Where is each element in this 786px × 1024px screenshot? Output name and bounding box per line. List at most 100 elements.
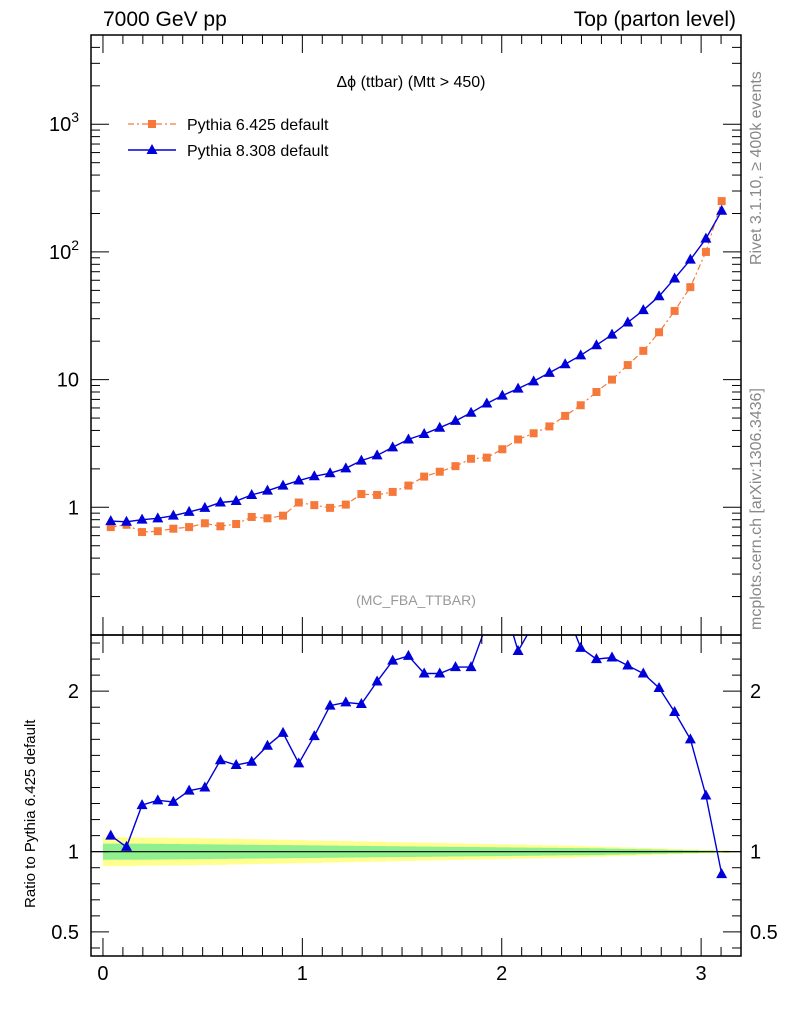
data-point-pythia6: [232, 520, 241, 529]
ratio-line-pythia8: [110, 635, 723, 875]
ratio-point-pythia8: [465, 661, 477, 672]
data-point-pythia6: [279, 511, 288, 520]
analysis-annotation: (MC_FBA_TTBAR): [356, 592, 476, 608]
data-point-pythia8: [684, 253, 696, 264]
main-ticks: [91, 34, 741, 636]
data-point-pythia8: [637, 304, 649, 315]
legend-entry-pythia8: Pythia 8.308 default: [128, 143, 329, 160]
data-point-pythia6: [435, 467, 444, 476]
data-point-pythia6: [639, 346, 648, 355]
ratio-plot-frame: [90, 634, 742, 957]
data-point-pythia8: [120, 515, 132, 526]
ratio-point-pythia8: [497, 592, 508, 602]
ratio-point-pythia8: [340, 696, 352, 707]
data-point-pythia6: [623, 361, 632, 370]
data-point-pythia6: [326, 503, 335, 512]
legend-marker-pythia6: [148, 120, 156, 128]
data-point-pythia8: [575, 349, 587, 360]
data-point-pythia8: [622, 316, 634, 327]
ratio-point-pythia8: [387, 654, 399, 665]
ratio-point-pythia8: [246, 755, 258, 766]
ratio-point-pythia8: [637, 667, 649, 678]
x-tick-label: 1: [297, 963, 308, 985]
ratio-y-tick-label-right: 1: [750, 842, 761, 864]
data-point-pythia8: [449, 414, 461, 425]
data-point-pythia8: [167, 509, 179, 520]
data-point-pythia6: [701, 247, 710, 256]
main-y-tick-label: 10: [57, 370, 79, 392]
data-point-pythia8: [183, 505, 195, 516]
ratio-point-pythia8: [560, 602, 571, 612]
ratio-y-tick-label-right: 2: [750, 681, 761, 703]
ratio-point-pythia8: [606, 651, 618, 662]
ratio-series: [105, 589, 728, 879]
data-point-pythia8: [324, 467, 336, 478]
header-left-label: 7000 GeV pp: [103, 8, 227, 31]
ratio-point-pythia8: [230, 759, 242, 770]
series-line-pythia6: [110, 200, 723, 533]
data-point-pythia6: [310, 501, 319, 510]
data-point-pythia8: [277, 479, 289, 490]
ratio-point-pythia8: [136, 799, 148, 810]
data-point-pythia8: [543, 366, 555, 377]
data-point-pythia8: [418, 428, 430, 439]
data-point-pythia6: [451, 462, 460, 471]
data-point-pythia6: [561, 411, 570, 420]
series-line-pythia8: [110, 210, 723, 523]
ratio-point-pythia8: [402, 649, 414, 660]
data-point-pythia8: [590, 339, 602, 350]
data-point-pythia6: [263, 514, 272, 523]
data-point-pythia6: [467, 454, 476, 463]
ratio-point-pythia8: [590, 653, 602, 664]
ratio-point-pythia8: [544, 589, 555, 599]
ratio-point-pythia8: [575, 641, 587, 652]
ratio-point-pythia8: [434, 667, 446, 678]
main-title: Δϕ (ttbar) (Mtt > 450): [336, 74, 485, 91]
data-point-pythia8: [293, 474, 305, 485]
data-point-pythia8: [481, 397, 493, 408]
ratio-point-pythia8: [199, 781, 211, 792]
x-tick-label: 3: [696, 963, 707, 985]
data-point-pythia6: [106, 523, 115, 532]
ratio-point-pythia8: [716, 868, 728, 879]
data-point-pythia6: [420, 472, 429, 481]
data-point-pythia6: [686, 283, 695, 292]
ratio-point-pythia8: [449, 661, 461, 672]
data-point-pythia6: [373, 490, 382, 499]
data-point-pythia6: [576, 401, 585, 410]
ratio-point-pythia8: [324, 699, 336, 710]
ratio-point-pythia8: [622, 659, 634, 670]
ratio-point-pythia8: [308, 730, 320, 741]
data-point-pythia6: [169, 524, 178, 533]
data-point-pythia8: [214, 496, 226, 507]
ratio-point-pythia8: [481, 618, 492, 628]
data-point-pythia6: [404, 481, 413, 490]
ratio-point-pythia8: [120, 840, 132, 851]
data-point-pythia6: [357, 490, 366, 499]
data-point-pythia8: [653, 290, 665, 301]
data-point-pythia8: [434, 421, 446, 432]
ratio-y-tick-label: 2: [68, 681, 79, 703]
data-point-pythia8: [402, 433, 414, 444]
data-point-pythia8: [246, 488, 258, 499]
data-point-pythia6: [514, 435, 523, 444]
data-point-pythia6: [388, 487, 397, 496]
legend-label-pythia6: Pythia 6.425 default: [187, 117, 329, 134]
data-point-pythia8: [105, 515, 117, 526]
main-series: [105, 197, 728, 537]
ratio-point-pythia8: [105, 829, 117, 840]
legend-entry-pythia6: Pythia 6.425 default: [128, 117, 329, 134]
legend: Pythia 6.425 default Pythia 8.308 defaul…: [128, 117, 329, 160]
data-point-pythia8: [606, 328, 618, 339]
data-point-pythia8: [700, 232, 712, 243]
ratio-y-tick-label: 0.5: [51, 922, 79, 944]
data-point-pythia8: [465, 406, 477, 417]
ratio-point-pythia8: [653, 681, 665, 692]
ratio-point-pythia8: [277, 726, 289, 737]
x-tick-label: 0: [97, 963, 108, 985]
data-point-pythia6: [247, 512, 256, 521]
data-point-pythia8: [308, 470, 320, 481]
